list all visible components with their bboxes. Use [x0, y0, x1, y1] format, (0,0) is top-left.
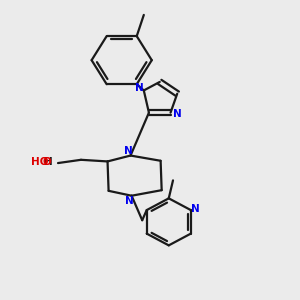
Text: H: H: [44, 157, 53, 167]
Text: N: N: [124, 146, 133, 156]
Text: N: N: [135, 83, 144, 93]
Text: N: N: [191, 204, 200, 214]
Text: N: N: [172, 109, 181, 119]
Text: O: O: [43, 157, 52, 167]
Text: HO: HO: [31, 157, 48, 167]
Text: N: N: [125, 196, 134, 206]
